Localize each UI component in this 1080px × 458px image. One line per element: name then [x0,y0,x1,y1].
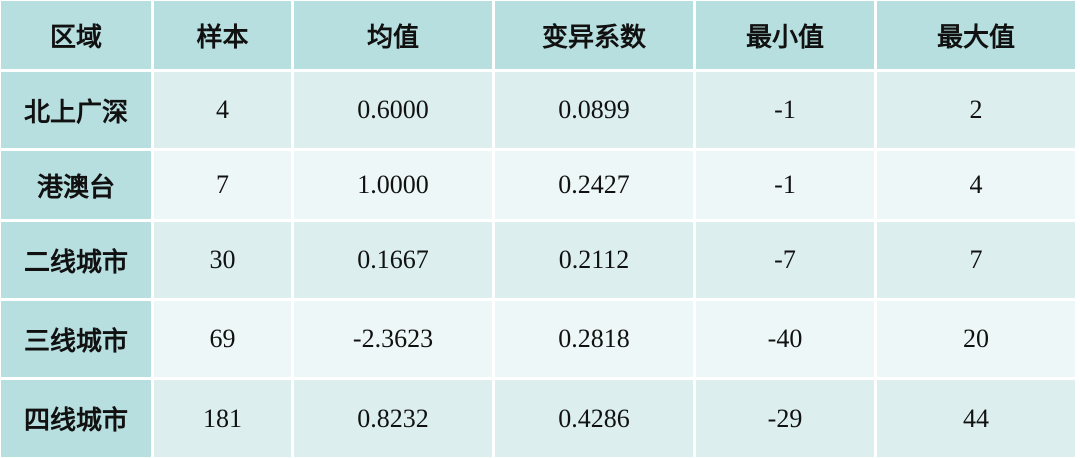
data-cell: 0.8232 [294,380,492,457]
row-label: 二线城市 [1,222,151,298]
data-cell: -29 [696,380,874,457]
data-cell: 20 [877,301,1075,377]
data-cell: 1.0000 [294,151,492,219]
data-cell: 44 [877,380,1075,457]
header-cell: 最小值 [696,1,874,69]
row-label: 北上广深 [1,72,151,148]
data-cell: 7 [877,222,1075,298]
data-cell: 0.2818 [495,301,693,377]
data-cell: 69 [154,301,291,377]
data-cell: -40 [696,301,874,377]
data-cell: 0.0899 [495,72,693,148]
header-cell: 变异系数 [495,1,693,69]
data-cell: 30 [154,222,291,298]
data-cell: -7 [696,222,874,298]
row-label: 四线城市 [1,380,151,457]
data-cell: -1 [696,72,874,148]
data-cell: 2 [877,72,1075,148]
data-cell: 4 [877,151,1075,219]
data-cell: 0.4286 [495,380,693,457]
data-cell: 0.6000 [294,72,492,148]
row-label: 港澳台 [1,151,151,219]
header-cell: 均值 [294,1,492,69]
data-cell: -1 [696,151,874,219]
data-cell: 0.2427 [495,151,693,219]
row-label: 三线城市 [1,301,151,377]
data-cell: 0.2112 [495,222,693,298]
header-cell: 样本 [154,1,291,69]
data-cell: 7 [154,151,291,219]
header-cell: 最大值 [877,1,1075,69]
data-cell: 0.1667 [294,222,492,298]
header-cell: 区域 [1,1,151,69]
data-cell: -2.3623 [294,301,492,377]
data-cell: 4 [154,72,291,148]
data-cell: 181 [154,380,291,457]
